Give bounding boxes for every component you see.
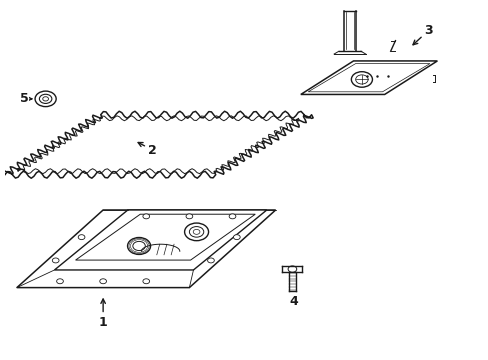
Text: 3: 3 bbox=[424, 23, 432, 37]
Polygon shape bbox=[54, 210, 266, 270]
Circle shape bbox=[287, 266, 296, 272]
Circle shape bbox=[52, 258, 59, 263]
Circle shape bbox=[142, 279, 149, 284]
Text: 2: 2 bbox=[148, 144, 157, 157]
Circle shape bbox=[193, 229, 200, 234]
Text: 4: 4 bbox=[288, 295, 297, 308]
Circle shape bbox=[133, 242, 145, 251]
Text: 5: 5 bbox=[20, 93, 28, 105]
Circle shape bbox=[351, 72, 372, 87]
Circle shape bbox=[100, 279, 106, 284]
Circle shape bbox=[189, 226, 203, 237]
Circle shape bbox=[142, 214, 149, 219]
Circle shape bbox=[355, 75, 367, 84]
Text: 1: 1 bbox=[99, 316, 107, 329]
Circle shape bbox=[185, 214, 192, 219]
Polygon shape bbox=[17, 210, 275, 288]
Circle shape bbox=[35, 91, 56, 107]
Circle shape bbox=[207, 258, 214, 263]
Circle shape bbox=[57, 279, 63, 284]
Polygon shape bbox=[300, 61, 436, 94]
Circle shape bbox=[40, 94, 52, 103]
Circle shape bbox=[78, 235, 85, 240]
Circle shape bbox=[127, 238, 150, 255]
Circle shape bbox=[233, 235, 240, 240]
Circle shape bbox=[229, 214, 235, 219]
Polygon shape bbox=[76, 214, 255, 260]
Circle shape bbox=[42, 97, 48, 101]
Circle shape bbox=[184, 223, 208, 241]
